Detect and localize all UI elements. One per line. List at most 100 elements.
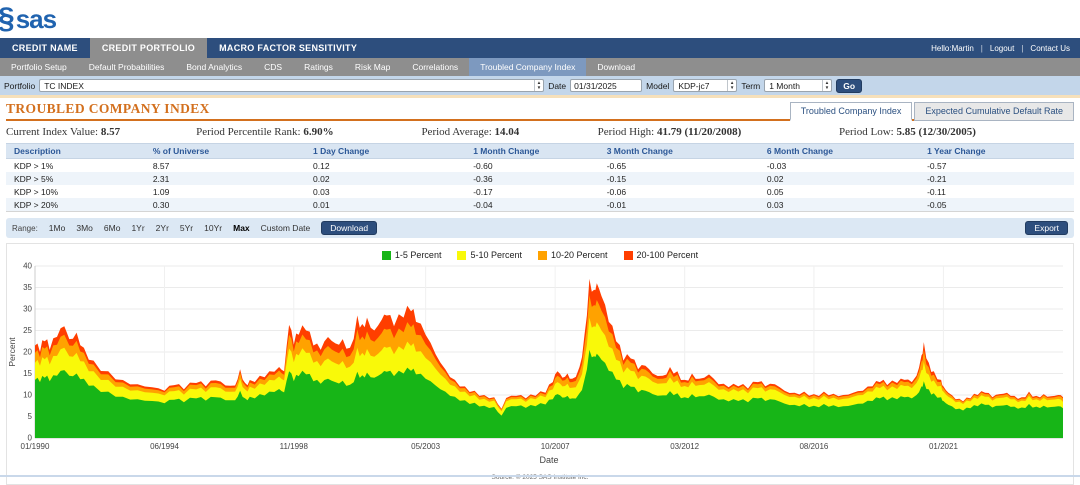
value-cell: -0.65 xyxy=(599,159,759,173)
select-arrows-icon: ▲▼ xyxy=(534,80,543,91)
range-option-max[interactable]: Max xyxy=(233,223,250,233)
svg-text:Date: Date xyxy=(539,455,558,465)
stat-value: 8.57 xyxy=(101,126,120,138)
export-button[interactable]: Export xyxy=(1025,221,1068,235)
stat-period-high: Period High: 41.79 (11/20/2008) xyxy=(598,126,839,138)
legend-label: 20-100 Percent xyxy=(637,250,699,260)
title-row: TROUBLED COMPANY INDEX Troubled Company … xyxy=(6,101,1074,121)
kdp-summary-table: Description% of Universe1 Day Change1 Mo… xyxy=(6,143,1074,212)
primary-nav-item-credit-portfolio[interactable]: CREDIT PORTFOLIO xyxy=(90,38,207,58)
range-option-custom-date[interactable]: Custom Date xyxy=(261,223,311,233)
range-option-10yr[interactable]: 10Yr xyxy=(204,223,222,233)
value-cell: 0.03 xyxy=(305,185,465,198)
term-select[interactable]: 1 Month ▲▼ xyxy=(764,79,832,92)
svg-text:Percent: Percent xyxy=(7,337,17,367)
svg-text:01/2021: 01/2021 xyxy=(929,442,958,451)
main-content: TROUBLED COMPANY INDEX Troubled Company … xyxy=(0,101,1080,485)
table-row: KDP > 20%0.300.01-0.04-0.010.03-0.05 xyxy=(6,198,1074,212)
chart-card: 1-5 Percent5-10 Percent10-20 Percent20-1… xyxy=(6,243,1074,485)
value-cell: 0.01 xyxy=(305,198,465,212)
secondary-nav-item-troubled-company-index[interactable]: Troubled Company Index xyxy=(469,58,586,76)
stat-value: 41.79 (11/20/2008) xyxy=(657,126,741,138)
table-row: KDP > 5%2.310.02-0.36-0.150.02-0.21 xyxy=(6,172,1074,185)
legend-swatch xyxy=(457,251,466,260)
page-title: TROUBLED COMPANY INDEX xyxy=(6,101,210,117)
svg-text:10: 10 xyxy=(23,391,32,400)
value-cell: 0.30 xyxy=(145,198,305,212)
value-cell: 1.09 xyxy=(145,185,305,198)
svg-text:5: 5 xyxy=(28,412,33,421)
model-select-value: KDP-jc7 xyxy=(678,81,709,91)
range-option-1yr[interactable]: 1Yr xyxy=(131,223,144,233)
select-arrows-icon: ▲▼ xyxy=(727,80,736,91)
view-tab-expected-cumulative-default-rate[interactable]: Expected Cumulative Default Rate xyxy=(914,102,1074,121)
value-cell: -0.11 xyxy=(919,185,1074,198)
stat-label: Period Percentile Rank: xyxy=(196,126,303,138)
page: { "header": { "logo_text": "sas", "user_… xyxy=(0,0,1080,477)
legend-swatch xyxy=(538,251,547,260)
separator: | xyxy=(981,44,983,53)
table-header-1-month-change: 1 Month Change xyxy=(465,144,599,159)
legend-label: 5-10 Percent xyxy=(470,250,522,260)
contact-us-link[interactable]: Contact Us xyxy=(1030,44,1070,53)
portfolio-toolbar: Portfolio TC INDEX ▲▼ Date Model KDP-jc7… xyxy=(0,76,1080,95)
table-header-3-month-change: 3 Month Change xyxy=(599,144,759,159)
range-bar: Range: 1Mo3Mo6Mo1Yr2Yr5Yr10YrMaxCustom D… xyxy=(6,218,1074,238)
range-option-6mo[interactable]: 6Mo xyxy=(104,223,121,233)
date-input[interactable] xyxy=(570,79,642,92)
view-tab-troubled-company-index[interactable]: Troubled Company Index xyxy=(790,102,913,121)
secondary-nav-item-cds[interactable]: CDS xyxy=(253,58,293,76)
table-row: KDP > 10%1.090.03-0.17-0.060.05-0.11 xyxy=(6,185,1074,198)
separator: | xyxy=(1021,44,1023,53)
orange-divider xyxy=(0,95,1080,98)
value-cell: 0.03 xyxy=(759,198,919,212)
download-button[interactable]: Download xyxy=(321,221,377,235)
secondary-nav-item-default-probabilities[interactable]: Default Probabilities xyxy=(78,58,176,76)
primary-nav-items: CREDIT NAMECREDIT PORTFOLIOMACRO FACTOR … xyxy=(0,38,369,58)
range-option-1mo[interactable]: 1Mo xyxy=(49,223,66,233)
value-cell: -0.60 xyxy=(465,159,599,173)
stat-period-low: Period Low: 5.85 (12/30/2005) xyxy=(839,126,1074,138)
svg-text:35: 35 xyxy=(23,283,32,292)
portfolio-select[interactable]: TC INDEX ▲▼ xyxy=(39,79,544,92)
model-select[interactable]: KDP-jc7 ▲▼ xyxy=(673,79,737,92)
secondary-nav-item-correlations[interactable]: Correlations xyxy=(401,58,469,76)
secondary-nav-item-bond-analytics[interactable]: Bond Analytics xyxy=(175,58,253,76)
table-header-6-month-change: 6 Month Change xyxy=(759,144,919,159)
sas-logo: § sas xyxy=(2,4,56,34)
brand-header: § sas xyxy=(0,0,1080,38)
secondary-nav-item-download[interactable]: Download xyxy=(586,58,646,76)
svg-text:30: 30 xyxy=(23,305,32,314)
range-option-3mo[interactable]: 3Mo xyxy=(76,223,93,233)
table-row: KDP > 1%8.570.12-0.60-0.65-0.03-0.57 xyxy=(6,159,1074,173)
value-cell: -0.17 xyxy=(465,185,599,198)
range-options: 1Mo 3Mo 6Mo 1Yr 2Yr 5Yr 10Yr Max Custom Date xyxy=(49,223,310,233)
value-cell: 0.12 xyxy=(305,159,465,173)
primary-nav-item-credit-name[interactable]: CREDIT NAME xyxy=(0,38,90,58)
stat-period-percentile-rank: Period Percentile Rank: 6.90% xyxy=(196,126,421,138)
value-cell: 0.02 xyxy=(759,172,919,185)
go-button[interactable]: Go xyxy=(836,79,862,93)
user-greeting: Hello:Martin xyxy=(931,44,974,53)
row-label-cell: KDP > 20% xyxy=(6,198,145,212)
range-option-5yr[interactable]: 5Yr xyxy=(180,223,193,233)
svg-text:40: 40 xyxy=(23,262,32,271)
logout-link[interactable]: Logout xyxy=(990,44,1014,53)
portfolio-select-value: TC INDEX xyxy=(44,81,84,91)
legend-item-10-20-percent: 10-20 Percent xyxy=(538,250,608,260)
row-label-cell: KDP > 5% xyxy=(6,172,145,185)
value-cell: -0.15 xyxy=(599,172,759,185)
primary-nav-item-macro-factor-sensitivity[interactable]: MACRO FACTOR SENSITIVITY xyxy=(207,38,369,58)
secondary-nav-item-ratings[interactable]: Ratings xyxy=(293,58,344,76)
table-header-row: Description% of Universe1 Day Change1 Mo… xyxy=(6,144,1074,159)
view-tabs: Troubled Company IndexExpected Cumulativ… xyxy=(790,102,1074,121)
secondary-nav-item-risk-map[interactable]: Risk Map xyxy=(344,58,401,76)
svg-text:08/2016: 08/2016 xyxy=(799,442,828,451)
secondary-nav-item-portfolio-setup[interactable]: Portfolio Setup xyxy=(0,58,78,76)
range-option-2yr[interactable]: 2Yr xyxy=(156,223,169,233)
svg-text:06/1994: 06/1994 xyxy=(150,442,179,451)
value-cell: -0.05 xyxy=(919,198,1074,212)
svg-text:25: 25 xyxy=(23,326,32,335)
stats-row: Current Index Value: 8.57Period Percenti… xyxy=(6,121,1074,142)
value-cell: -0.03 xyxy=(759,159,919,173)
